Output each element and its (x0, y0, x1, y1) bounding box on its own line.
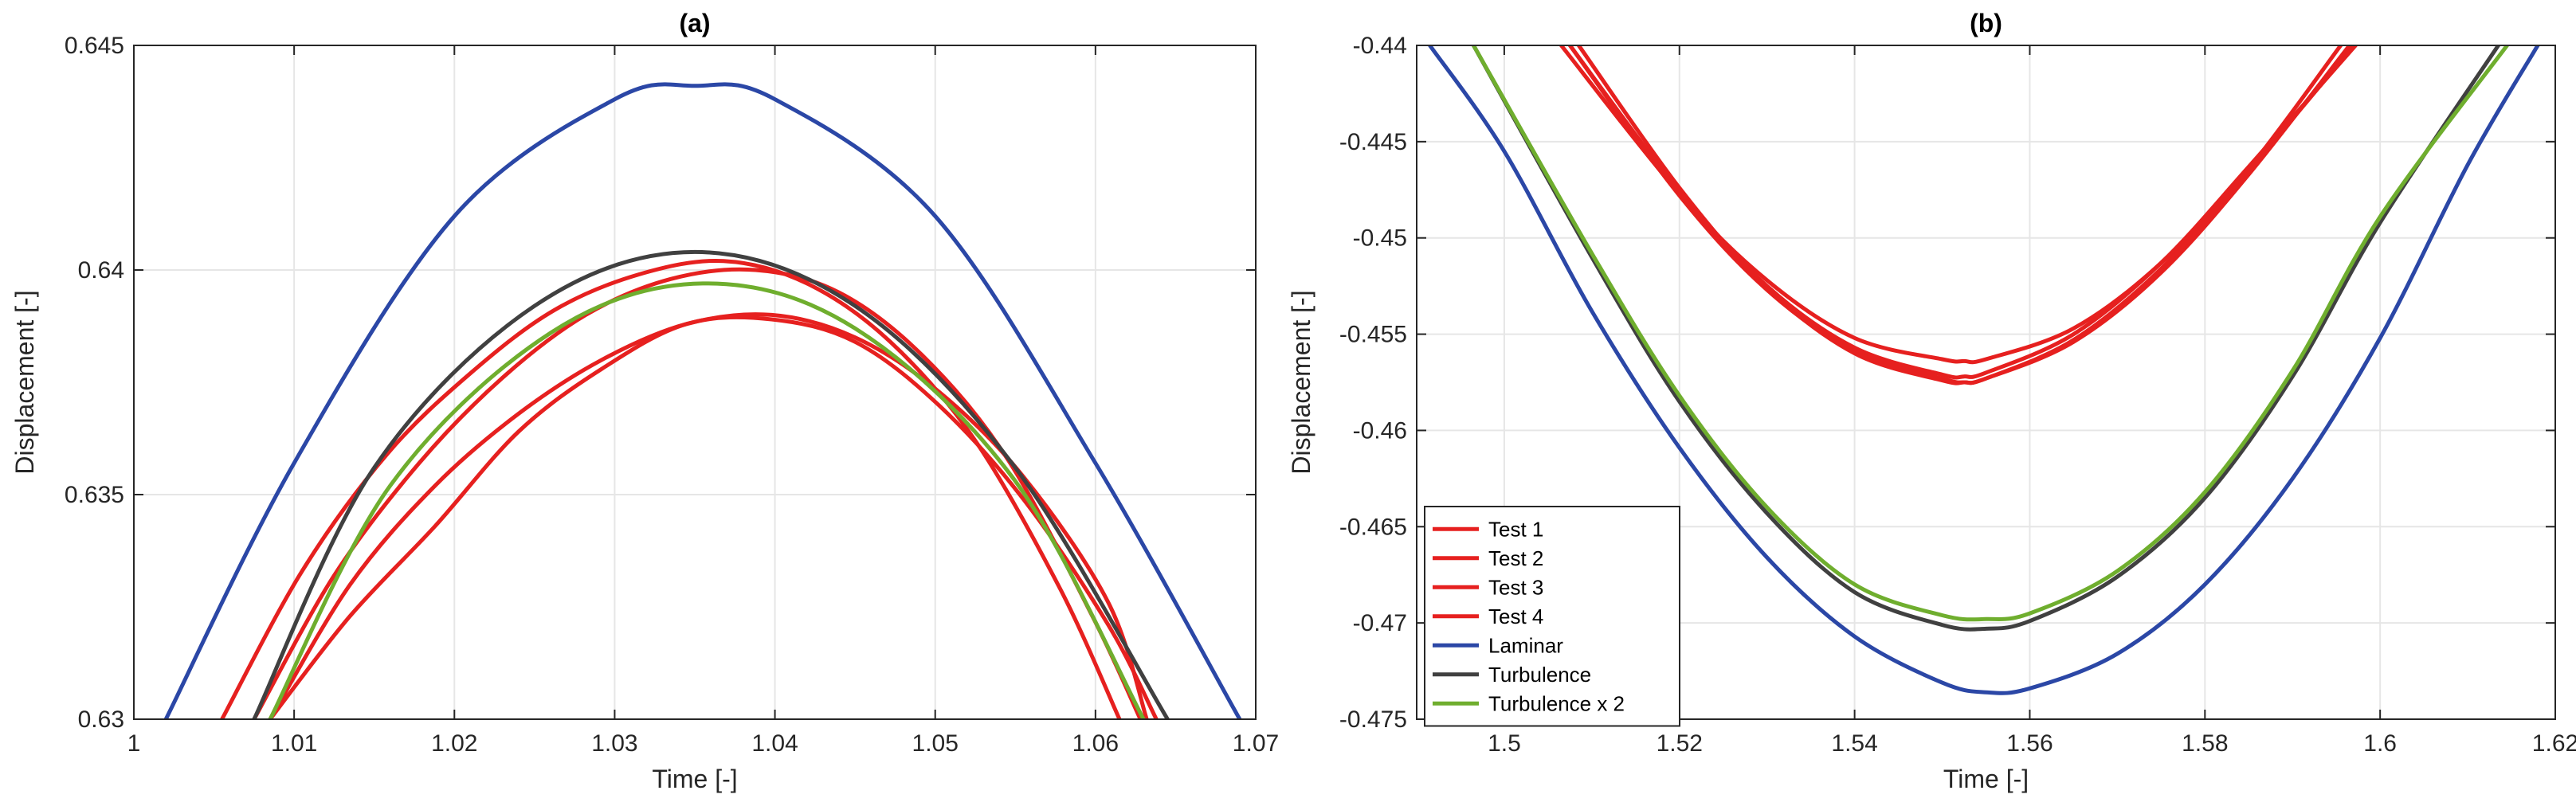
panel-b-legend: Test 1 Test 2 Test 3 Test 4 Laminar Turbulenc… (1424, 506, 1680, 727)
series-line-laminar (163, 82, 1242, 719)
legend-label-turbulence-x-2: Turbulence x 2 (1488, 691, 1625, 715)
series-line-laminar (1428, 45, 2540, 695)
panel-a-ticks: 1 1.01 1.02 1.03 1.04 1.05 1.06 1.07 0.63 0.635 0.… (65, 33, 1279, 757)
x-tick-label: 1.58 (2182, 730, 2228, 757)
x-tick-label: 1.62 (2532, 730, 2576, 757)
panel-b-axes-box (1416, 45, 2556, 720)
y-tick-label: 0.64 (78, 257, 124, 284)
legend-label-laminar: Laminar (1488, 633, 1563, 657)
x-tick-label: 1.03 (591, 730, 637, 757)
legend-label-test-4: Test 4 (1488, 605, 1543, 628)
x-tick-label: 1.5 (1488, 730, 1521, 757)
series-line-test-2 (252, 267, 1143, 719)
x-tick-label: 1.01 (271, 730, 317, 757)
panel-b-x-axis-label: Time [-] (1943, 765, 2029, 793)
series-line-turbulence-x-2 (268, 281, 1146, 719)
y-tick-label: 0.645 (65, 33, 124, 59)
panel-a-x-axis-label: Time [-] (652, 765, 737, 793)
series-line-turbulence-x-2 (1471, 45, 2509, 622)
legend-label-test-2: Test 2 (1488, 546, 1543, 570)
series-line-test-4 (1567, 45, 2358, 380)
y-tick-label: 0.63 (78, 706, 124, 733)
y-tick-label: -0.445 (1339, 129, 1407, 155)
x-tick-label: 1.04 (751, 730, 798, 757)
x-tick-label: 1.05 (912, 730, 959, 757)
x-tick-label: 1.02 (431, 730, 477, 757)
x-tick-label: 1.52 (1657, 730, 1703, 757)
series-line-turbulence (252, 249, 1170, 719)
panel-a-title: (a) (679, 9, 710, 37)
panel-a-y-axis-label: Displacement [-] (10, 290, 39, 474)
panel-b-ticks: 1.5 1.52 1.54 1.56 1.58 1.6 1.62 -0.475 -0.47 -0.… (1339, 33, 2576, 757)
y-tick-label: -0.46 (1353, 417, 1407, 444)
series-line-turbulence (1471, 45, 2500, 632)
x-tick-label: 1.6 (2363, 730, 2397, 757)
x-tick-label: 1 (127, 730, 141, 757)
x-tick-label: 1.54 (1831, 730, 1877, 757)
legend-label-turbulence: Turbulence (1488, 663, 1591, 687)
y-tick-label: 0.635 (65, 482, 124, 508)
panel-a: 1 1.01 1.02 1.03 1.04 1.05 1.06 1.07 0.63 0.635 0.… (10, 9, 1279, 793)
y-tick-label: -0.465 (1339, 514, 1407, 540)
y-tick-label: -0.47 (1353, 610, 1407, 636)
panel-b: 1.5 1.52 1.54 1.56 1.58 1.6 1.62 -0.475 -0.47 -0.… (1287, 9, 2576, 793)
panel-a-axes-box (133, 45, 1257, 720)
panel-b-y-axis-label: Displacement [-] (1287, 290, 1315, 474)
y-tick-label: -0.475 (1339, 706, 1407, 733)
y-tick-label: -0.45 (1353, 225, 1407, 252)
legend-label-test-1: Test 1 (1488, 517, 1543, 541)
legend-label-test-3: Test 3 (1488, 575, 1543, 599)
panel-b-title: (b) (1970, 9, 2002, 37)
y-tick-label: -0.44 (1353, 33, 1407, 59)
x-tick-label: 1.56 (2006, 730, 2053, 757)
panel-b-curves (1428, 45, 2540, 695)
x-tick-label: 1.07 (1233, 730, 1279, 757)
panel-a-curves (163, 82, 1242, 719)
y-tick-label: -0.455 (1339, 322, 1407, 348)
x-tick-label: 1.06 (1072, 730, 1119, 757)
